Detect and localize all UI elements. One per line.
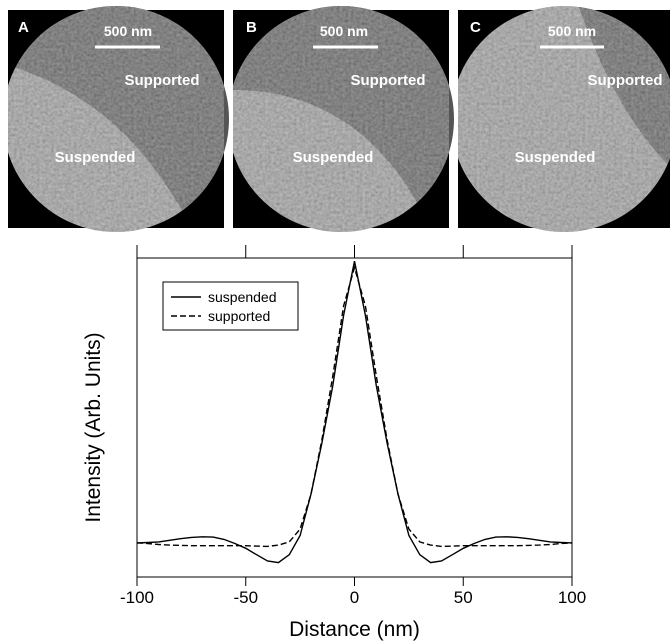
scale-bar-label: 500 nm <box>320 23 368 39</box>
x-tick-label: 100 <box>558 588 586 607</box>
texture <box>8 6 224 232</box>
region-label: Supported <box>125 72 200 89</box>
x-tick-label: 0 <box>350 588 359 607</box>
x-tick-label: -100 <box>120 588 154 607</box>
series-line <box>136 261 573 564</box>
legend-label: suspended <box>208 289 277 305</box>
panel-label: B <box>246 19 257 36</box>
x-tick-label: 50 <box>454 588 473 607</box>
texture <box>233 6 449 232</box>
micrograph <box>233 6 454 232</box>
micrograph <box>8 6 229 232</box>
region-label: Supported <box>351 72 426 89</box>
image-panel: C 500 nm Supported Suspended <box>458 6 670 232</box>
panel-label: A <box>18 19 29 36</box>
scale-bar-label: 500 nm <box>548 23 596 39</box>
image-panel: B 500 nm Supported Suspended <box>233 6 454 232</box>
micrograph <box>458 6 670 232</box>
scale-bar-label: 500 nm <box>104 23 152 39</box>
region-label: Suspended <box>515 149 596 166</box>
image-panel: A 500 nm Supported Suspended <box>8 6 229 232</box>
legend-box <box>162 281 299 331</box>
region-label: Supported <box>588 72 663 89</box>
series-line <box>136 265 573 548</box>
line-chart: -100 -50 0 50 100 Distance (nm) Intensity (Arb… <box>82 245 586 641</box>
panel-label: C <box>470 19 481 36</box>
image-panels: A 500 nm Supported Suspended B 500 nm Supporte… <box>8 6 670 232</box>
region-label: Suspended <box>55 149 136 166</box>
x-axis-label: Distance (nm) <box>289 618 420 641</box>
texture <box>458 6 670 232</box>
x-tick-label: -50 <box>233 588 258 607</box>
region-label: Suspended <box>293 149 374 166</box>
legend-label: supported <box>208 308 270 324</box>
y-axis-label: Intensity (Arb. Units) <box>82 332 105 522</box>
